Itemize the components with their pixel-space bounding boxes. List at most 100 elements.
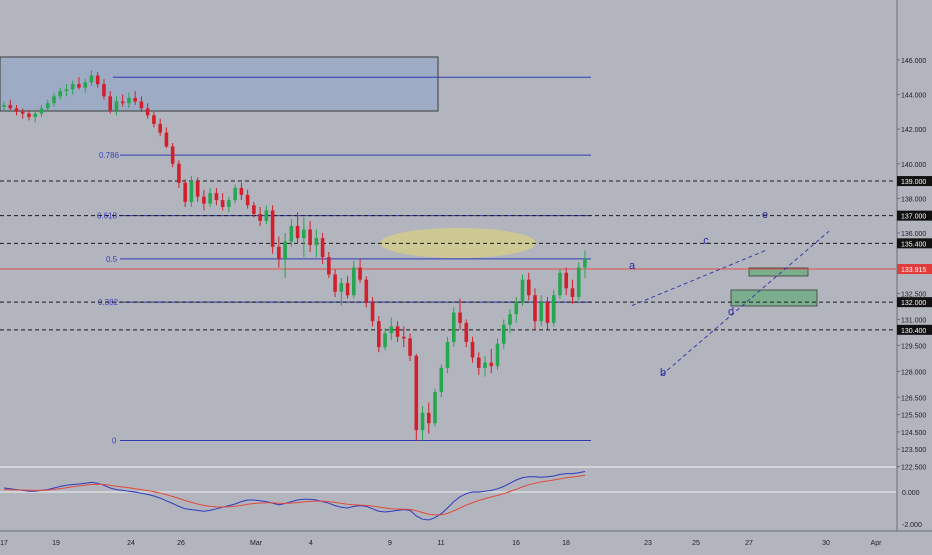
candle-body[interactable] xyxy=(64,89,69,92)
candle-body[interactable] xyxy=(102,84,106,97)
candle-body[interactable] xyxy=(70,84,75,90)
candle-body[interactable] xyxy=(501,324,506,344)
candle-body[interactable] xyxy=(314,238,319,246)
candle-body[interactable] xyxy=(408,338,412,356)
candle-body[interactable] xyxy=(114,101,119,111)
candle-body[interactable] xyxy=(476,357,481,368)
candle-body[interactable] xyxy=(420,412,425,431)
level-marker[interactable] xyxy=(897,297,932,308)
level-marker[interactable] xyxy=(897,324,932,335)
current-price-marker[interactable] xyxy=(897,264,932,275)
candle-body[interactable] xyxy=(520,279,525,303)
candle-body[interactable] xyxy=(339,283,344,292)
candle-body[interactable] xyxy=(252,205,256,214)
candle-body[interactable] xyxy=(108,96,112,111)
candle-body[interactable] xyxy=(258,213,262,221)
candle-body[interactable] xyxy=(139,101,144,109)
candle-body[interactable] xyxy=(95,75,100,85)
candle-body[interactable] xyxy=(302,229,306,239)
candle-body[interactable] xyxy=(20,111,25,114)
candle-body[interactable] xyxy=(289,226,294,242)
candle-body[interactable] xyxy=(177,163,181,183)
candle-body[interactable] xyxy=(83,82,88,88)
candle-body[interactable] xyxy=(89,75,94,83)
candle-body[interactable] xyxy=(495,343,500,367)
candle-body[interactable] xyxy=(558,272,562,296)
candle-body[interactable] xyxy=(158,123,162,133)
level-marker[interactable] xyxy=(897,176,932,187)
candle-body[interactable] xyxy=(352,267,356,296)
candle-body[interactable] xyxy=(383,333,387,348)
candle-body[interactable] xyxy=(220,200,225,207)
candle-body[interactable] xyxy=(127,98,131,104)
target-box-upper[interactable] xyxy=(748,267,809,277)
candle-body[interactable] xyxy=(358,267,362,280)
candle-body[interactable] xyxy=(39,108,44,114)
candle-body[interactable] xyxy=(395,326,400,337)
candle-body[interactable] xyxy=(189,181,194,202)
candle-body[interactable] xyxy=(164,132,169,147)
candle-body[interactable] xyxy=(277,246,281,259)
candle-body[interactable] xyxy=(295,226,300,239)
candle-body[interactable] xyxy=(183,182,187,202)
candle-body[interactable] xyxy=(464,322,469,342)
candle-body[interactable] xyxy=(451,312,456,342)
candle-body[interactable] xyxy=(33,113,38,118)
candle-body[interactable] xyxy=(327,257,331,275)
candle-body[interactable] xyxy=(58,91,63,97)
candle-body[interactable] xyxy=(195,181,200,197)
oscillator-pane[interactable] xyxy=(0,466,896,521)
candle-body[interactable] xyxy=(445,341,450,368)
candle-body[interactable] xyxy=(458,312,462,323)
candle-body[interactable] xyxy=(402,336,406,339)
candle-body[interactable] xyxy=(264,210,269,221)
candle-body[interactable] xyxy=(152,115,156,124)
candle-body[interactable] xyxy=(483,362,487,368)
candle-body[interactable] xyxy=(470,341,475,358)
candle-body[interactable] xyxy=(439,367,444,393)
candles-layer[interactable] xyxy=(2,70,587,441)
candle-body[interactable] xyxy=(583,258,587,268)
candle-body[interactable] xyxy=(426,412,431,424)
candle-body[interactable] xyxy=(227,200,231,207)
level-marker[interactable] xyxy=(897,238,932,249)
wedge-lower-line[interactable] xyxy=(661,230,830,376)
candle-body[interactable] xyxy=(489,362,494,367)
candle-body[interactable] xyxy=(233,187,237,201)
candle-body[interactable] xyxy=(370,302,375,322)
candle-body[interactable] xyxy=(526,279,531,296)
candle-body[interactable] xyxy=(2,104,6,107)
candle-body[interactable] xyxy=(239,187,244,195)
candle-body[interactable] xyxy=(433,392,437,424)
candle-body[interactable] xyxy=(145,108,150,116)
level-marker[interactable] xyxy=(897,210,932,221)
candle-body[interactable] xyxy=(514,302,519,315)
candle-body[interactable] xyxy=(539,302,544,322)
candle-body[interactable] xyxy=(202,196,206,204)
candle-body[interactable] xyxy=(533,295,537,322)
range-box[interactable] xyxy=(0,56,439,112)
candle-body[interactable] xyxy=(8,104,13,109)
candle-body[interactable] xyxy=(545,302,550,323)
price-axis[interactable]: 146.000 144.000 142.000 140.000 138.000 136.0… xyxy=(896,0,932,550)
candle-body[interactable] xyxy=(283,241,287,259)
candle-body[interactable] xyxy=(120,101,125,104)
time-axis[interactable]: 17 19 24 26 Mar 4 9 11 16 18 23 25 27 30 Apr xyxy=(0,530,932,547)
candle-body[interactable] xyxy=(364,279,369,303)
candle-body[interactable] xyxy=(133,98,137,102)
candle-body[interactable] xyxy=(77,84,81,88)
candle-body[interactable] xyxy=(308,229,312,246)
candle-body[interactable] xyxy=(27,113,31,118)
wedge-upper-line[interactable] xyxy=(631,249,767,307)
signal-line[interactable] xyxy=(3,474,586,516)
candle-body[interactable] xyxy=(414,355,419,431)
candle-body[interactable] xyxy=(508,314,512,325)
candle-body[interactable] xyxy=(270,210,275,247)
candle-body[interactable] xyxy=(576,267,581,297)
candle-body[interactable] xyxy=(14,108,19,112)
candle-body[interactable] xyxy=(333,274,337,292)
candle-body[interactable] xyxy=(214,193,219,201)
candle-body[interactable] xyxy=(389,326,394,334)
candle-body[interactable] xyxy=(320,238,325,258)
